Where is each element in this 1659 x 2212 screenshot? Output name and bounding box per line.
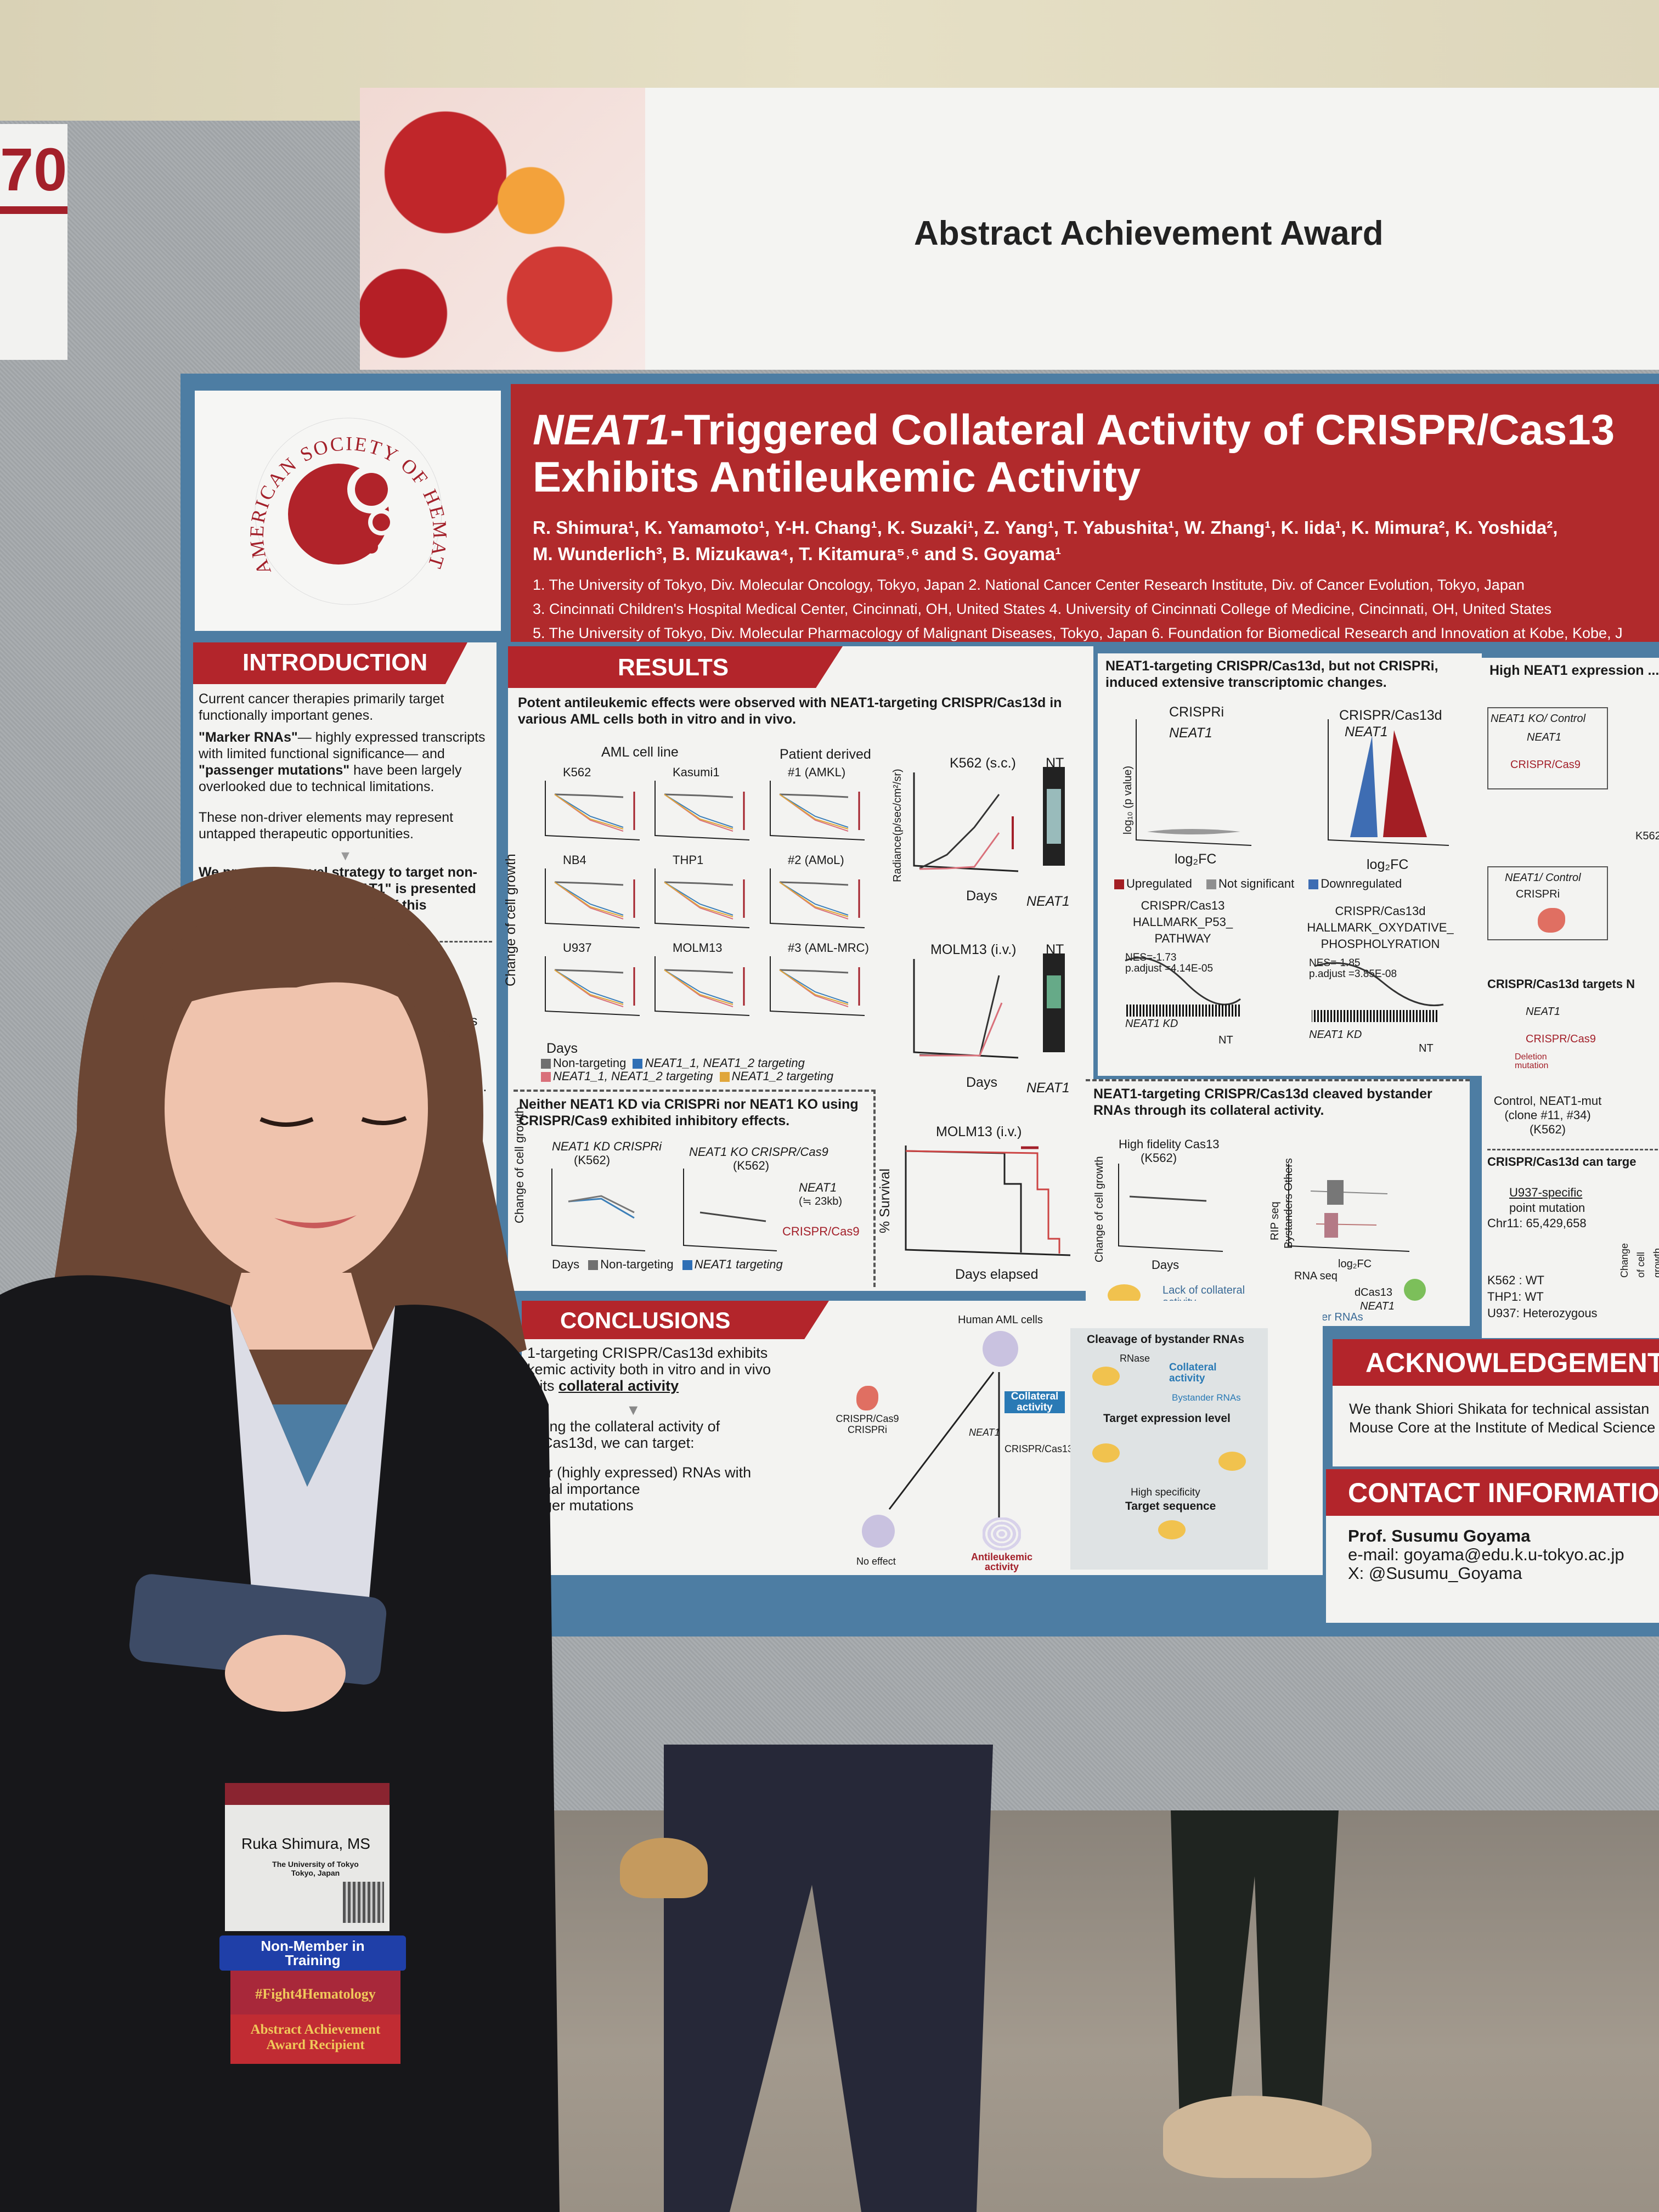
growth-panel: #3 (AML-MRC) [766,940,870,1022]
contact-email: e-mail: goyama@edu.k.u-tokyo.ac.jp [1348,1545,1624,1564]
acknowledgement-heading: ACKNOWLEDGEMENT [1333,1339,1659,1386]
growth-panel-title: U937 [563,941,592,955]
acknowledgement-panel: ACKNOWLEDGEMENT We thank Shiori Shikata … [1333,1339,1659,1466]
authors: R. Shimura¹, K. Yamamoto¹, Y-H. Chang¹, … [533,517,1558,564]
name-badge: Ruka Shimura, MS The University of Tokyo… [219,1783,406,2112]
contact-panel: CONTACT INFORMATIO Prof. Susumu Goyama e… [1326,1469,1659,1623]
award-banner-text: Abstract Achievement Award [914,215,1384,252]
results-panel: RESULTS Potent antileukemic effects were… [503,646,1093,1291]
contact-x-handle: X: @Susumu_Goyama [1348,1564,1522,1583]
poster-title: NEAT1-Triggered Collateral Activity of C… [533,405,1615,501]
badge-name: Ruka Shimura, MS [241,1835,370,1852]
growth-panel-title: Kasumi1 [673,765,720,779]
neither-subpanel: Neither NEAT1 KD via CRISPRi nor NEAT1 K… [512,1090,876,1287]
booth-number: 70 [0,136,67,204]
booth-number-card: 70 [0,124,67,360]
conclusions-side-box: Cleavage of bystander RNAs RNase Collate… [1070,1328,1268,1570]
results-summary: Potent antileukemic effects were observe… [518,695,1062,727]
qr-code-icon [343,1882,384,1923]
blood-cells-image [360,88,645,370]
growth-panel-title: #2 (AMoL) [788,853,844,867]
shoe [620,1838,708,1898]
growth-panel-title: MOLM13 [673,941,723,955]
growth-panel: NB4 [541,852,645,934]
right-column-panel: High NEAT1 expression ... NEAT1-targetin… [1482,658,1659,1338]
ribbon-non-member: Non-Member in Training [219,1936,406,1971]
volcano-plots [1136,719,1449,846]
growth-panel-title: NB4 [563,853,586,867]
conclusions-panel: CONCLUSIONS 1-targeting CRISPR/Cas13d ex… [522,1301,1323,1575]
growth-panel-title: THP1 [673,853,704,867]
growth-panel-title: K562 [563,765,591,779]
survival-chart [905,1146,1071,1256]
growth-panel: K562 [541,764,645,847]
growth-panel-title: #3 (AML-MRC) [788,941,869,955]
award-banner: Abstract Achievement Award [360,88,1659,370]
conclusions-heading: CONCLUSIONS [522,1301,829,1339]
affiliations: 1. The University of Tokyo, Div. Molecul… [533,577,1623,641]
growth-panel: #2 (AMoL) [766,852,870,934]
cell-no-effect-icon [862,1515,895,1548]
growth-panel-title: #1 (AMKL) [788,765,846,779]
aml-cell-icon [983,1331,1018,1367]
k562-radiance-chart [913,767,1065,872]
molm13-radiance-chart [913,953,1065,1059]
volcano-legend: Upregulated Not significant Downregulate… [1114,876,1402,892]
ribbon-award-recipient: Abstract Achievement Award Recipient [230,2015,400,2064]
results-legend: Non-targeting NEAT1_1, NEAT1_2 targeting… [541,1057,870,1083]
growth-panel: MOLM13 [651,940,755,1022]
growth-panel: Kasumi1 [651,764,755,847]
transcriptomic-panel: NEAT1-targeting CRISPR/Cas13d, but not C… [1098,653,1482,1076]
results-heading: RESULTS [508,646,843,688]
growth-panel: U937 [541,940,645,1022]
contact-heading: CONTACT INFORMATIO [1326,1469,1659,1516]
title-bar: NEAT1-Triggered Collateral Activity of C… [511,384,1659,642]
person [0,867,560,2212]
dead-cell-icon [983,1517,1021,1550]
dcas13-icon [1404,1279,1426,1301]
introduction-heading: INTRODUCTION [193,642,467,684]
ash-logo: AMERICAN SOCIETY OF HEMATOLOGY [195,391,501,631]
cas9-icon [856,1386,878,1410]
bystander-panel: NEAT1-targeting CRISPR/Cas13d cleaved by… [1086,1079,1470,1326]
ribbon-fight4hematology: #Fight4Hematology [230,1971,400,2015]
growth-panel: #1 (AMKL) [766,764,870,847]
growth-panel: THP1 [651,852,755,934]
